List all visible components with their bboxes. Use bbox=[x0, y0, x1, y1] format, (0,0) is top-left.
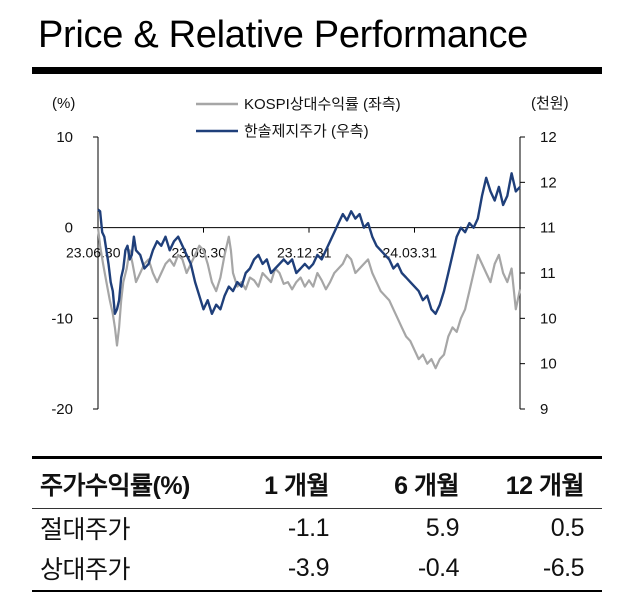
cell-1m: -3.9 bbox=[287, 553, 330, 582]
right-axis-unit: (천원) bbox=[531, 95, 569, 112]
right-tick-label: 12 bbox=[540, 174, 557, 191]
right-tick-label: 10 bbox=[540, 356, 557, 373]
hansol-price-line bbox=[97, 172, 521, 315]
x-tick-label: 24.03.31 bbox=[383, 245, 438, 261]
table-row-relative: 상대주가 -3.9 -0.4 -6.5 bbox=[32, 548, 602, 588]
right-tick-label: 11 bbox=[540, 265, 556, 282]
right-tick-label: 11 bbox=[540, 220, 556, 237]
legend-label: 한솔제지주가 (우측) bbox=[244, 123, 369, 140]
left-tick-label: -20 bbox=[51, 401, 73, 418]
header-1m: 1 개월 bbox=[264, 471, 329, 500]
table-top-rule bbox=[32, 456, 602, 459]
kospi-relative-line bbox=[96, 227, 522, 370]
right-tick-label: 10 bbox=[540, 310, 557, 327]
left-tick-label: -10 bbox=[51, 310, 73, 327]
left-tick-label: 10 bbox=[56, 129, 73, 146]
left-tick-label: 0 bbox=[65, 220, 73, 237]
returns-table: 주가수익률(%) 1 개월 6 개월 12 개월 절대주가 -1.1 5.9 0… bbox=[32, 459, 602, 588]
x-tick-label: 23.09.30 bbox=[172, 245, 227, 261]
chart-legend: KOSPI상대수익률 (좌측) 한솔제지주가 (우측) bbox=[196, 96, 401, 140]
right-tick-label: 9 bbox=[540, 401, 548, 418]
cell-1m: -1.1 bbox=[287, 513, 330, 542]
price-performance-chart: (%) (천원) 10 0 -10 -20 12 12 11 11 10 10 9 23.06.30 23… bbox=[51, 95, 569, 418]
table-row-absolute: 절대주가 -1.1 5.9 0.5 bbox=[32, 508, 602, 548]
legend-label: KOSPI상대수익률 (좌측) bbox=[244, 96, 401, 113]
chart-lines bbox=[96, 172, 522, 370]
cell-6m: -0.4 bbox=[417, 553, 460, 582]
row-label: 절대주가 bbox=[40, 516, 131, 544]
header-12m: 12 개월 bbox=[505, 471, 585, 500]
header-6m: 6 개월 bbox=[394, 471, 459, 500]
table-header-rule bbox=[32, 508, 602, 509]
row-label: 상대주가 bbox=[40, 556, 131, 584]
title-underline bbox=[32, 67, 602, 74]
table-bottom-rule bbox=[32, 590, 602, 592]
left-axis-unit: (%) bbox=[52, 95, 75, 112]
right-tick-label: 12 bbox=[540, 129, 557, 146]
page-title: Price & Relative Performance bbox=[38, 14, 529, 56]
cell-12m: -6.5 bbox=[542, 553, 585, 582]
header-returns: 주가수익률(%) bbox=[40, 471, 190, 500]
cell-12m: 0.5 bbox=[550, 513, 585, 542]
x-tick-label: 23.06.30 bbox=[66, 245, 121, 261]
cell-6m: 5.9 bbox=[425, 513, 460, 542]
table-header-row: 주가수익률(%) 1 개월 6 개월 12 개월 bbox=[32, 459, 602, 508]
